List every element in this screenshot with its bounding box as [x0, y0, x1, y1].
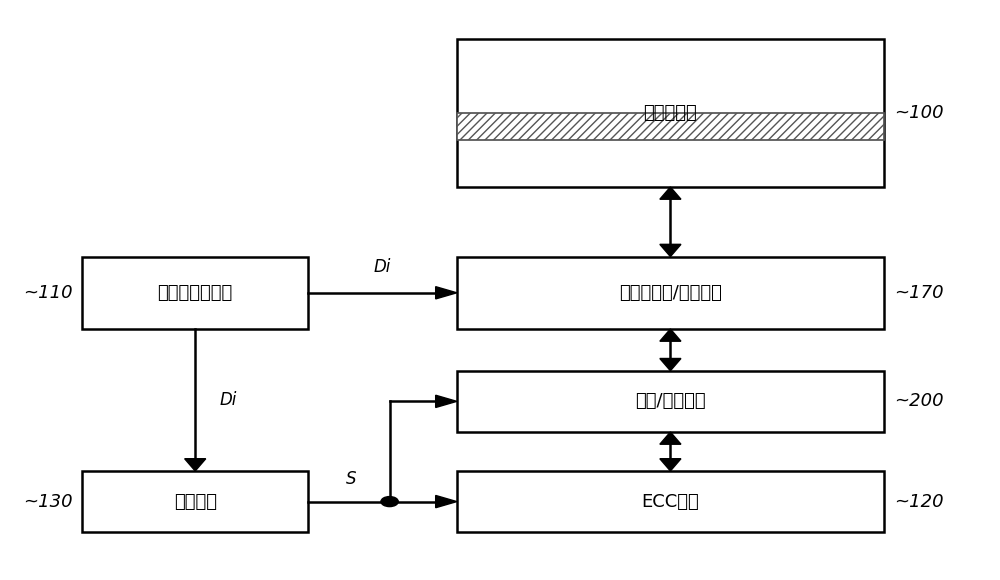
- Text: 检测电路: 检测电路: [174, 492, 217, 510]
- Polygon shape: [660, 329, 681, 341]
- Text: 页面缓冲器/感测电路: 页面缓冲器/感测电路: [619, 284, 722, 302]
- Bar: [82, 471, 308, 532]
- Polygon shape: [660, 459, 681, 471]
- Text: ~120: ~120: [894, 492, 943, 510]
- Text: Di: Di: [219, 391, 237, 409]
- Text: 存储器阵列: 存储器阵列: [644, 104, 697, 122]
- Text: ~130: ~130: [23, 492, 73, 510]
- Polygon shape: [436, 287, 457, 299]
- Bar: [457, 256, 884, 329]
- Polygon shape: [660, 187, 681, 200]
- Circle shape: [381, 496, 398, 506]
- Text: ~200: ~200: [894, 392, 943, 411]
- Bar: [457, 471, 884, 532]
- Polygon shape: [436, 395, 457, 408]
- Text: S: S: [346, 470, 357, 488]
- Text: ~110: ~110: [23, 284, 73, 302]
- Bar: [82, 256, 308, 329]
- Text: ECC电路: ECC电路: [642, 492, 699, 510]
- Polygon shape: [185, 459, 206, 471]
- Polygon shape: [660, 244, 681, 256]
- Bar: [457, 371, 884, 432]
- Polygon shape: [436, 495, 457, 508]
- Polygon shape: [660, 358, 681, 371]
- Bar: [457, 39, 884, 187]
- Text: 传输/写入电路: 传输/写入电路: [635, 392, 706, 411]
- Text: 输入输出缓冲器: 输入输出缓冲器: [158, 284, 233, 302]
- Polygon shape: [660, 432, 681, 444]
- Bar: [457, 113, 884, 140]
- Text: ~170: ~170: [894, 284, 943, 302]
- Text: Di: Di: [374, 258, 391, 276]
- Text: ~100: ~100: [894, 104, 943, 122]
